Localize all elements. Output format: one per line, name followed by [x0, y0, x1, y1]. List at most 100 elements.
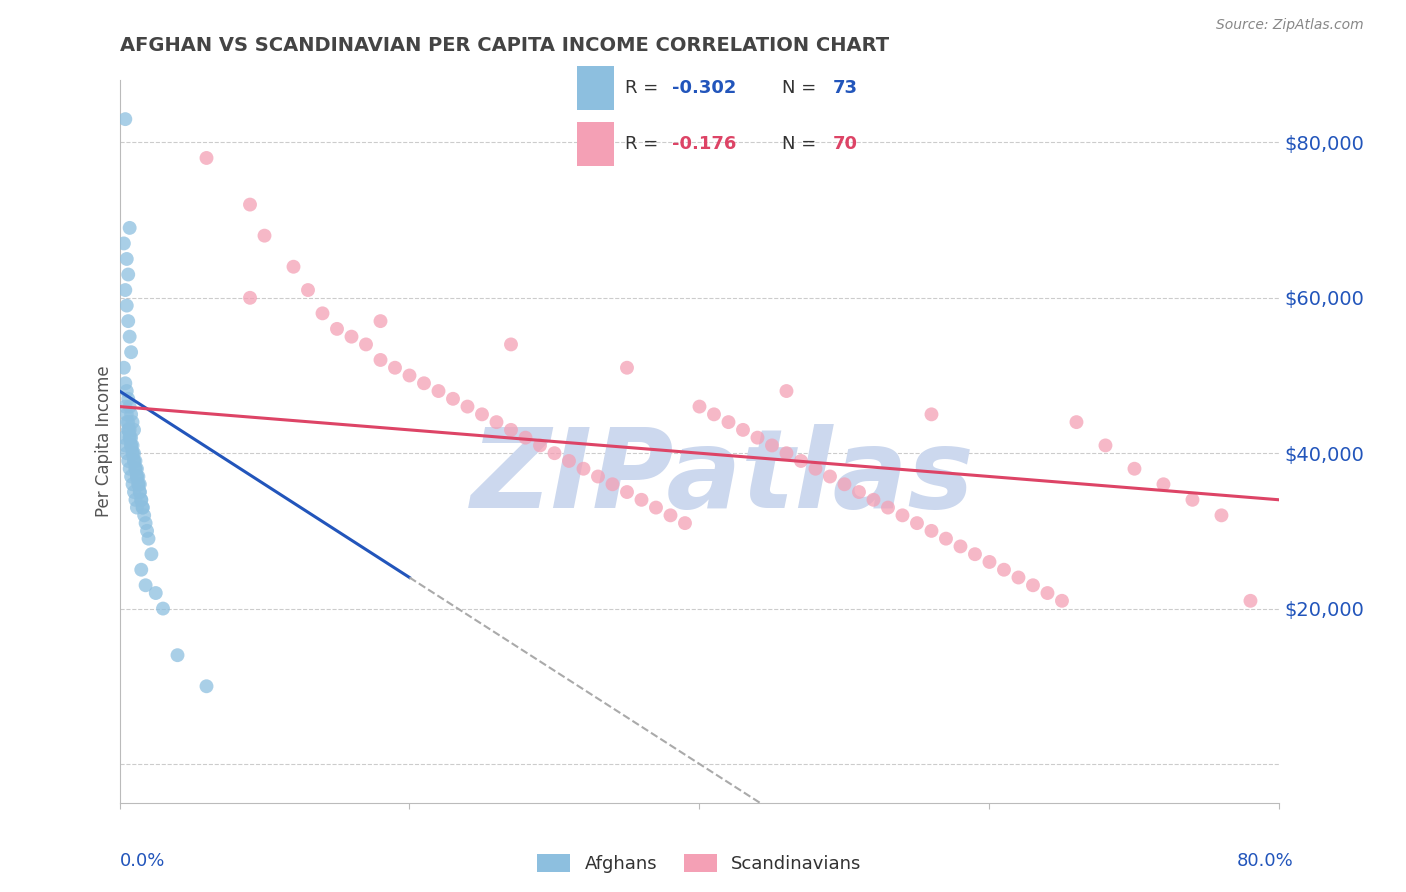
Point	[456, 400, 478, 414]
Point	[118, 423, 141, 437]
Point	[616, 360, 638, 375]
Point	[935, 532, 957, 546]
Point	[117, 392, 139, 406]
Point	[112, 236, 135, 251]
Point	[129, 492, 152, 507]
Point	[529, 438, 551, 452]
Point	[848, 485, 870, 500]
Point	[128, 477, 150, 491]
Point	[121, 446, 143, 460]
Point	[114, 400, 136, 414]
Text: 73: 73	[832, 78, 858, 97]
Point	[311, 306, 333, 320]
Point	[121, 446, 143, 460]
Point	[1094, 438, 1116, 452]
Point	[1007, 570, 1029, 584]
Point	[761, 438, 783, 452]
Point	[1022, 578, 1045, 592]
Point	[120, 345, 142, 359]
Point	[326, 322, 349, 336]
Text: N =: N =	[782, 135, 821, 153]
Point	[120, 438, 142, 452]
Point	[120, 469, 142, 483]
Point	[1239, 594, 1261, 608]
Point	[921, 408, 943, 422]
Point	[124, 454, 146, 468]
Point	[127, 469, 149, 483]
Point	[673, 516, 696, 530]
Point	[499, 423, 522, 437]
Point	[979, 555, 1001, 569]
Text: R =: R =	[624, 135, 669, 153]
Point	[112, 360, 135, 375]
Point	[117, 415, 139, 429]
Point	[862, 492, 884, 507]
Point	[340, 329, 363, 343]
Point	[118, 400, 141, 414]
Point	[834, 477, 856, 491]
Point	[572, 461, 595, 475]
Point	[125, 500, 148, 515]
Point	[659, 508, 682, 523]
Legend: Afghans, Scandinavians: Afghans, Scandinavians	[530, 847, 869, 880]
Point	[135, 516, 157, 530]
Point	[118, 461, 141, 475]
Point	[253, 228, 276, 243]
Point	[818, 469, 841, 483]
Point	[790, 454, 813, 468]
Text: -0.176: -0.176	[672, 135, 737, 153]
Point	[630, 492, 652, 507]
Point	[121, 415, 143, 429]
Point	[1123, 461, 1146, 475]
Point	[1181, 492, 1204, 507]
Point	[117, 423, 139, 437]
Point	[117, 314, 139, 328]
Point	[731, 423, 754, 437]
Point	[297, 283, 319, 297]
Point	[118, 329, 141, 343]
Point	[543, 446, 565, 460]
Point	[145, 586, 167, 600]
Point	[117, 423, 139, 437]
Point	[125, 461, 148, 475]
Point	[122, 454, 145, 468]
Point	[949, 540, 972, 554]
Point	[125, 469, 148, 483]
Point	[891, 508, 914, 523]
Point	[775, 446, 797, 460]
Text: -0.302: -0.302	[672, 78, 737, 97]
Point	[645, 500, 668, 515]
Point	[195, 679, 218, 693]
Point	[132, 500, 155, 515]
Point	[166, 648, 188, 663]
Point	[239, 291, 262, 305]
Point	[122, 454, 145, 468]
Point	[413, 376, 436, 391]
Point	[152, 601, 174, 615]
Point	[689, 400, 711, 414]
Point	[141, 547, 163, 561]
Point	[134, 508, 156, 523]
Point	[114, 438, 136, 452]
Point	[132, 500, 155, 515]
Point	[127, 477, 149, 491]
Point	[125, 469, 148, 483]
Point	[136, 524, 159, 538]
Text: AFGHAN VS SCANDINAVIAN PER CAPITA INCOME CORRELATION CHART: AFGHAN VS SCANDINAVIAN PER CAPITA INCOME…	[120, 36, 889, 54]
Bar	[576, 122, 613, 166]
Text: ZIPatlas: ZIPatlas	[471, 425, 974, 531]
Text: 70: 70	[832, 135, 858, 153]
Point	[120, 431, 142, 445]
Point	[558, 454, 581, 468]
Point	[121, 477, 143, 491]
Point	[117, 268, 139, 282]
Point	[905, 516, 928, 530]
Point	[717, 415, 740, 429]
Point	[775, 384, 797, 398]
Point	[1211, 508, 1233, 523]
Point	[441, 392, 464, 406]
Point	[804, 461, 827, 475]
Point	[384, 360, 406, 375]
Point	[993, 563, 1015, 577]
Point	[515, 431, 537, 445]
